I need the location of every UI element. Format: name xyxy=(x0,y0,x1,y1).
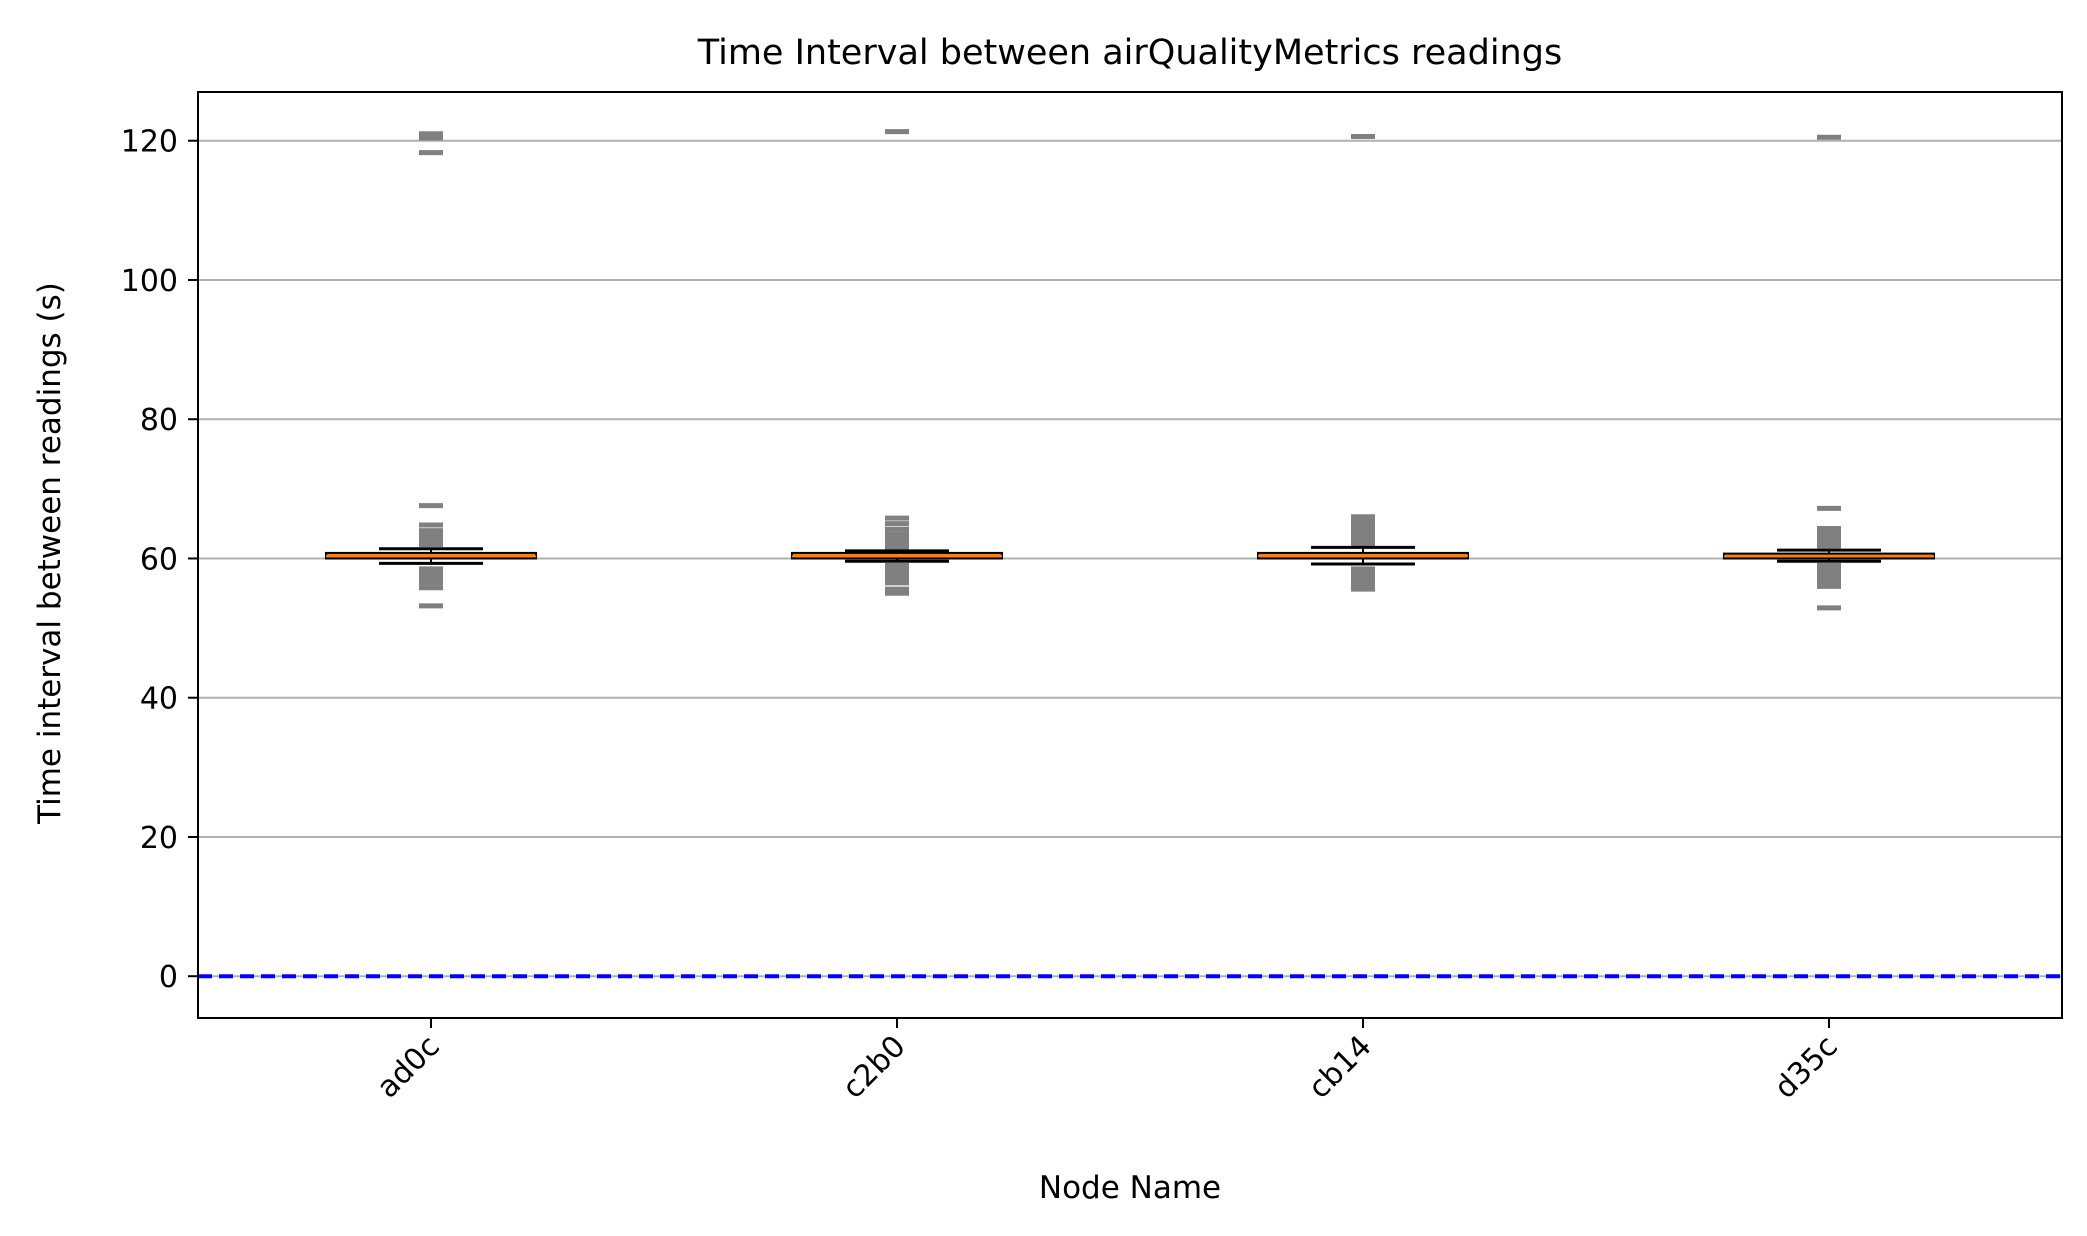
y-axis-label: Time interval between readings (s) xyxy=(32,282,68,825)
x-tick-label: c2b0 xyxy=(836,1029,913,1106)
plot-area: 0 20 40 60 80 100 120 ad0c c2b0 cb14 d35c xyxy=(121,91,2063,1106)
x-axis-label: Node Name xyxy=(1039,1170,1221,1206)
x-tick-label: ad0c xyxy=(370,1029,446,1105)
y-tick-label: 60 xyxy=(140,542,178,577)
x-tick-label: d35c xyxy=(1768,1029,1845,1106)
y-tick-label: 0 xyxy=(159,960,178,995)
y-tick-label: 80 xyxy=(140,403,178,438)
y-tick-label: 40 xyxy=(140,682,178,717)
y-tick-label: 100 xyxy=(121,264,178,299)
axes-frame xyxy=(197,91,2063,1019)
y-tick-label: 120 xyxy=(121,125,178,160)
chart-title: Time Interval between airQualityMetrics … xyxy=(697,33,1562,73)
x-tick-label: cb14 xyxy=(1302,1029,1379,1106)
y-tick-label: 20 xyxy=(140,821,178,856)
